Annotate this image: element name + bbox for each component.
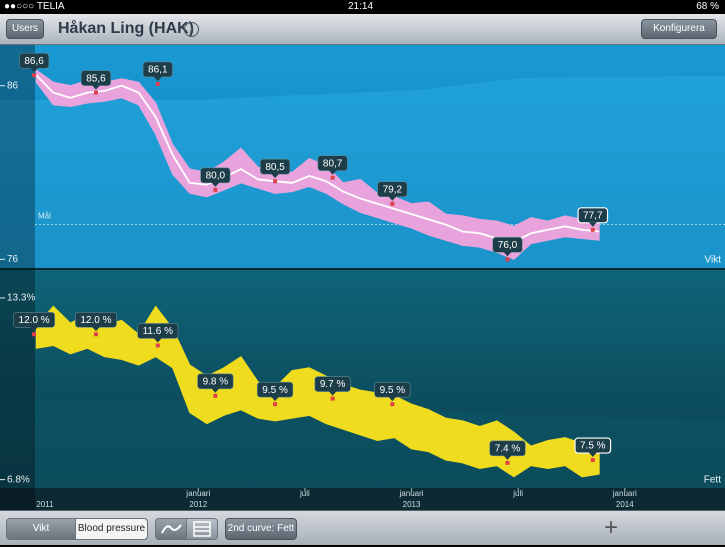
highlight-point [155,343,160,348]
highlight-point [590,227,595,232]
value-label-pointer [271,396,280,402]
y-tick-label: 6.8% [7,474,30,485]
divider [0,268,725,270]
carrier: ●●○○○ TELIA [4,1,65,12]
value-label: 80,7 [323,158,343,169]
curve-view-button[interactable] [155,518,187,540]
highlight-point [505,460,510,465]
info-icon[interactable]: i [184,22,199,37]
value-label: 9.5 % [262,385,288,396]
value-label-pointer [91,326,100,332]
x-tick-label: januari [612,489,637,498]
nav-bar: Users Håkan Ling (HAK) i Konfigurera [0,14,725,45]
highlight-point [93,332,98,337]
y-tick-label: 76 [7,254,19,265]
value-label-pointer [388,196,397,201]
value-label-pointer [211,388,220,393]
year-label: 2013 [403,500,421,509]
chart: 86 76 Mål Vikt 86,6 85,6 86,1 80,0 80,5 80,7 79,2 7… [0,44,725,510]
value-label: 12.0 % [19,315,50,326]
value-label: 7.5 % [580,441,606,452]
highlight-point [590,458,595,463]
value-label: 9.8 % [203,376,229,387]
clock: 21:14 [348,1,374,12]
battery: 68 % [696,1,719,12]
value-label: 79,2 [383,184,403,195]
curve-icon [161,524,182,534]
carrier-name: TELIA [36,1,65,12]
value-label: 80,5 [265,162,285,173]
highlight-point [93,90,98,95]
second-curve-button[interactable]: 2nd curve: Fett [225,518,297,540]
x-tick-label: juli [512,489,523,498]
value-label-pointer [30,67,39,73]
x-tick-label: juli [299,489,310,498]
value-label-pointer [211,182,220,187]
value-label: 76,0 [498,240,518,251]
value-label-pointer [588,222,597,227]
x-tick-label: januari [185,489,210,498]
value-label-pointer [328,391,337,396]
axis-label: Vikt [705,255,722,266]
status-bar: ●●○○○ TELIA 21:14 68 % [0,0,725,14]
highlight-point [213,187,218,192]
value-label-pointer [153,337,162,343]
history-shade [0,44,35,510]
value-label-pointer [153,76,162,81]
list-icon [193,521,211,537]
highlight-point [330,175,335,180]
x-tick-label: januari [399,489,424,498]
value-label-pointer [503,455,512,460]
add-button[interactable]: + [604,514,619,541]
highlight-point [32,332,37,337]
value-label: 9.7 % [320,379,346,390]
highlight-point [155,81,160,86]
x-axis-strip [0,488,725,510]
value-label: 12.0 % [80,315,111,326]
value-label: 86,6 [24,56,44,67]
goal-label: Mål [38,212,51,221]
list-view-button[interactable] [186,518,218,540]
value-label-pointer [328,170,337,175]
value-label: 11.6 % [143,326,173,337]
highlight-point [390,201,395,206]
year-label: 2014 [616,500,634,509]
y-tick-label: 13.3% [7,293,35,304]
value-label-pointer [30,326,39,332]
highlight-point [32,73,37,78]
plot-layer: 86 76 Mål Vikt 86,6 85,6 86,1 80,0 80,5 80,7 79,2 7… [0,52,725,509]
value-label: 86,1 [148,65,168,76]
highlight-point [330,396,335,401]
configure-button[interactable]: Konfigurera [641,19,717,39]
value-label-pointer [91,85,100,90]
users-button[interactable]: Users [6,19,44,39]
axis-label: Fett [704,475,721,486]
value-label: 80,0 [206,171,226,182]
toolbar: Vikt Blood pressure 2nd curve: Fett + [0,510,725,545]
value-label: 9.5 % [380,385,406,396]
value-label: 77,7 [583,210,603,221]
value-label-pointer [388,396,397,402]
year-label: 2012 [189,500,207,509]
highlight-point [390,402,395,407]
tab-vikt[interactable]: Vikt [6,518,76,540]
weight-zone [0,76,725,268]
tab-blood-pressure[interactable]: Blood pressure [75,518,148,540]
highlight-point [505,257,510,262]
value-label: 7.4 % [495,443,521,454]
highlight-point [273,402,278,407]
value-label: 85,6 [86,73,106,84]
year-label: 2011 [36,500,54,509]
highlight-point [213,393,218,398]
value-label-pointer [271,173,280,179]
highlight-point [273,179,278,184]
value-label-pointer [588,452,597,458]
y-tick-label: 86 [7,80,19,91]
value-label-pointer [503,251,512,257]
nav-title: Håkan Ling (HAK) [58,20,194,37]
